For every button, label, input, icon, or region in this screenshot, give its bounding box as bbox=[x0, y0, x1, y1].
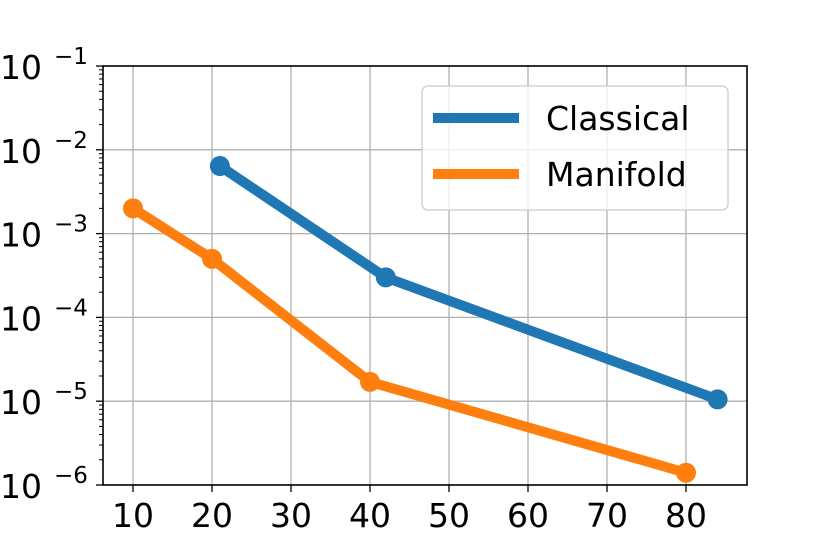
x-tick-label: 80 bbox=[665, 496, 707, 535]
x-tick-label: 20 bbox=[191, 496, 233, 535]
legend-label: Classical bbox=[546, 99, 690, 138]
data-point bbox=[375, 267, 396, 288]
legend-label: Manifold bbox=[546, 155, 687, 194]
y-tick-label: 10 bbox=[0, 48, 42, 87]
y-tick-exponent: −3 bbox=[54, 212, 88, 238]
plot-frame bbox=[102, 65, 748, 486]
y-tick-exponent: −4 bbox=[54, 295, 88, 321]
x-tick-label: 30 bbox=[270, 496, 312, 535]
x-tick-label: 50 bbox=[428, 496, 470, 535]
y-tick-exponent: −1 bbox=[54, 44, 88, 70]
plot-series bbox=[123, 156, 728, 483]
y-tick-label: 10 bbox=[0, 467, 42, 506]
y-tick-exponent: −5 bbox=[54, 379, 88, 405]
y-tick-label: 10 bbox=[0, 299, 42, 338]
x-tick-label: 70 bbox=[586, 496, 628, 535]
data-point bbox=[209, 156, 230, 177]
data-point bbox=[676, 462, 696, 483]
y-tick-label: 10 bbox=[0, 132, 42, 171]
x-tick-label: 60 bbox=[507, 496, 549, 535]
data-point bbox=[202, 248, 222, 269]
x-axis: 10 20 30 40 50 60 70 80 bbox=[112, 485, 707, 535]
y-tick-exponent: −6 bbox=[54, 463, 88, 489]
y-tick-exponent: −2 bbox=[54, 128, 88, 154]
y-tick-label: 10 bbox=[0, 216, 42, 255]
x-tick-label: 10 bbox=[112, 496, 154, 535]
y-axis: 10 −6 10 −5 10 −4 10 −3 10 −2 10 −1 bbox=[0, 44, 103, 506]
data-point bbox=[123, 198, 143, 219]
data-point bbox=[360, 371, 380, 392]
legend: Classical Manifold bbox=[421, 85, 729, 211]
y-tick-label: 10 bbox=[0, 383, 42, 422]
series-line-manifold bbox=[130, 204, 688, 478]
x-tick-label: 40 bbox=[349, 496, 391, 535]
data-point bbox=[707, 389, 728, 410]
